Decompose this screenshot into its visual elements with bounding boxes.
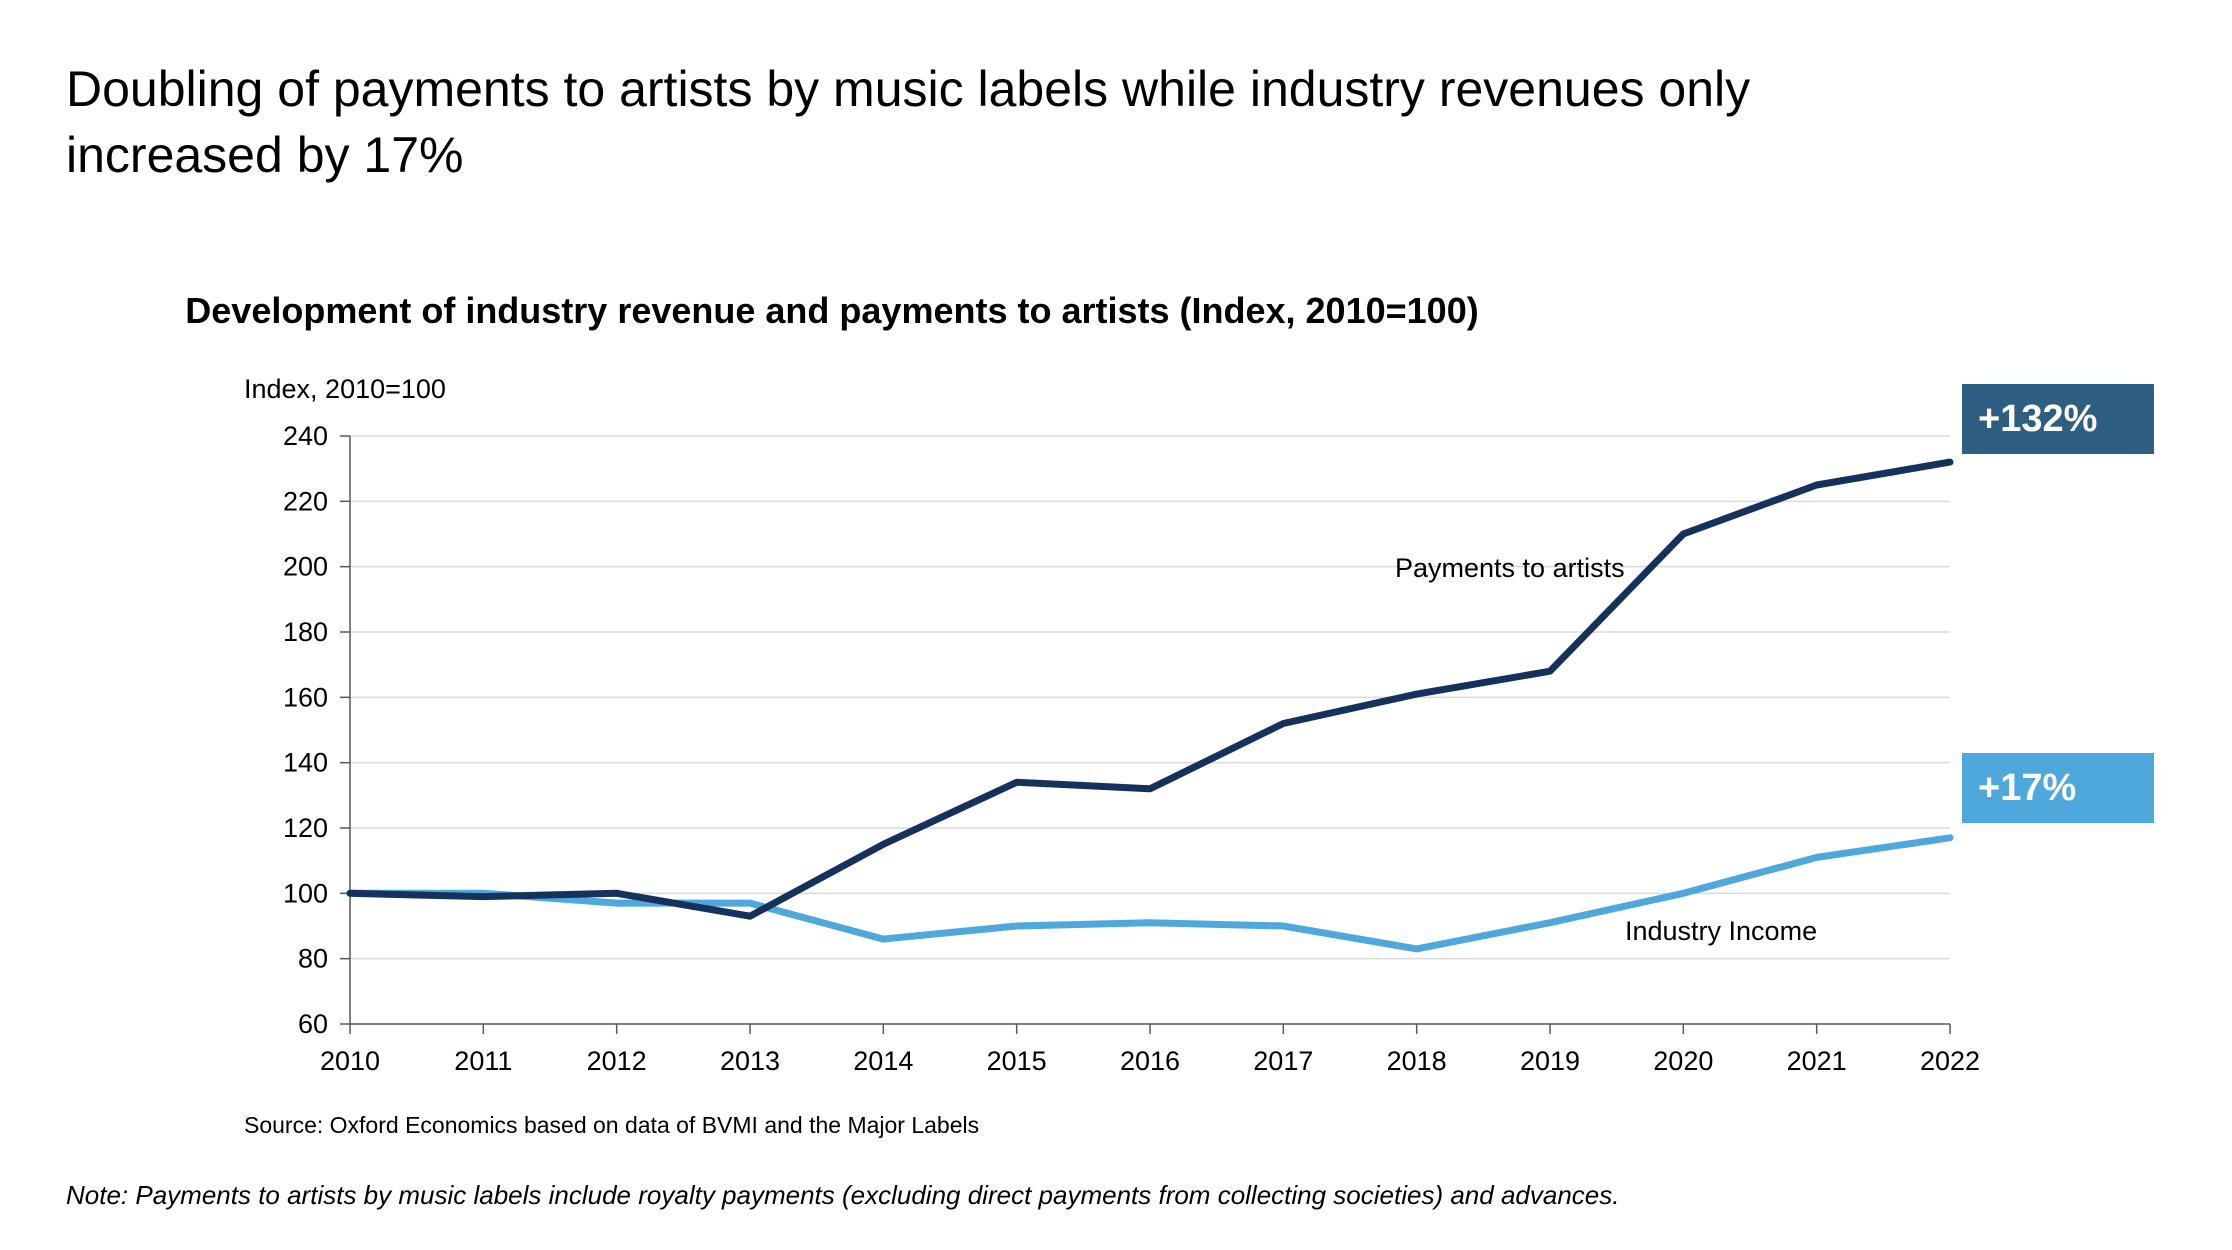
y-tick-label-80: 80 (298, 944, 328, 974)
y-tick-label-220: 220 (283, 486, 328, 516)
x-tick-label-2016: 2016 (1120, 1046, 1180, 1076)
series-line-payments-to-artists (346, 458, 1954, 920)
x-tick-label-2014: 2014 (853, 1046, 913, 1076)
y-tick-label-120: 120 (283, 813, 328, 843)
income-change-badge: +17% (1962, 753, 2154, 823)
series-label-industry-income: Industry Income (1625, 916, 1817, 946)
source-note: Source: Oxford Economics based on data o… (244, 1112, 980, 1138)
x-tick-label-2018: 2018 (1387, 1046, 1447, 1076)
y-tick-label-140: 140 (283, 748, 328, 778)
x-tick-label-2017: 2017 (1253, 1046, 1313, 1076)
y-tick-label-60: 60 (298, 1009, 328, 1039)
x-tick-label-2015: 2015 (987, 1046, 1047, 1076)
y-axis-label: Index, 2010=100 (244, 374, 446, 404)
x-tick-label-2011: 2011 (454, 1046, 512, 1076)
gridlines (350, 435, 1950, 960)
series-lines (346, 458, 1954, 953)
x-tick-label-2012: 2012 (587, 1046, 647, 1076)
payments-change-badge: +132% (1962, 384, 2154, 454)
x-tick-labels: 2010 2011 2012 2013 2014 2015 2016 2017 2018 2019… (320, 1046, 1980, 1076)
x-tick-label-2010: 2010 (320, 1046, 380, 1076)
y-tick-label-200: 200 (283, 552, 328, 582)
x-tick-label-2013: 2013 (720, 1046, 780, 1076)
y-tick-label-240: 240 (283, 421, 328, 451)
axes (340, 435, 1951, 1034)
x-tick-label-2019: 2019 (1520, 1046, 1580, 1076)
series-labels: Payments to artists Industry Income (1395, 553, 1817, 946)
y-tick-label-180: 180 (283, 617, 328, 647)
y-tick-labels: 60 80 100 120 140 160 180 200 220 240 (283, 421, 328, 1039)
headline: Doubling of payments to artists by music… (66, 61, 1751, 183)
x-tick-label-2022: 2022 (1920, 1046, 1980, 1076)
chart-title: Development of industry revenue and paym… (185, 290, 1479, 331)
y-tick-label-100: 100 (283, 878, 328, 908)
y-tick-label-160: 160 (283, 682, 328, 712)
series-label-payments-to-artists: Payments to artists (1395, 553, 1625, 583)
x-tick-label-2020: 2020 (1653, 1046, 1713, 1076)
series-line-industry-income (346, 834, 1954, 953)
x-tick-label-2021: 2021 (1787, 1046, 1847, 1076)
footnote: Note: Payments to artists by music label… (66, 1180, 1620, 1210)
